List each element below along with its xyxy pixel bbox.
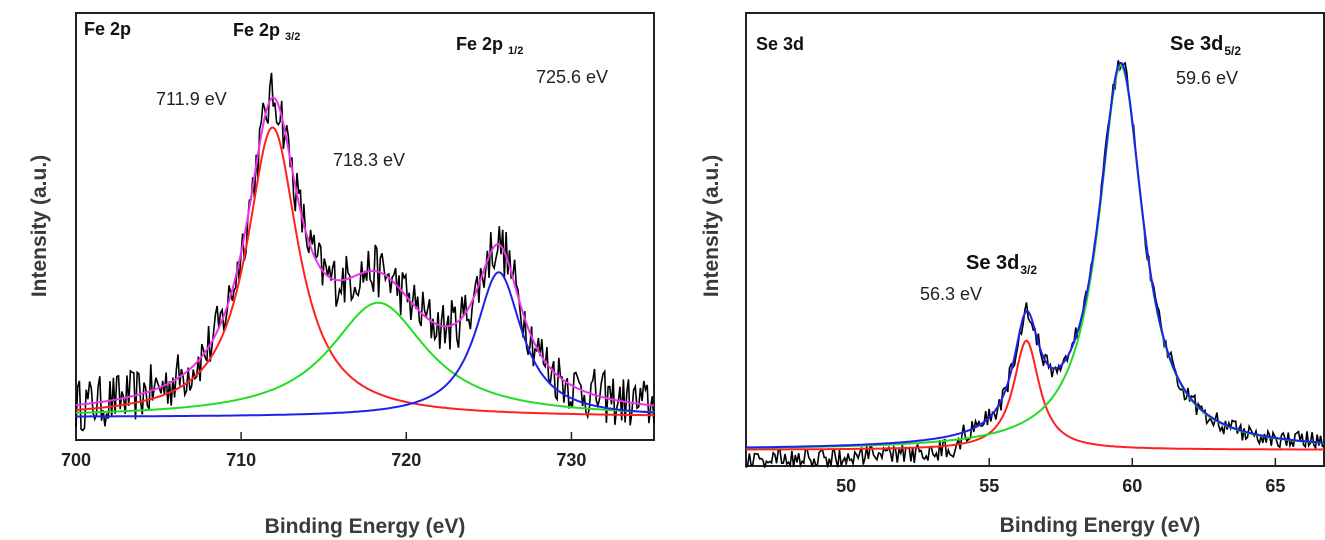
x-tick-label: 710: [226, 450, 256, 470]
y-axis-title: Intensity (a.u.): [700, 155, 723, 297]
fit-component-718.3: [75, 301, 654, 414]
panel-label: Fe 2p: [84, 19, 131, 39]
x-tick-label: 55: [979, 476, 999, 496]
peak-title-se3d32: Se 3d3/2: [966, 252, 1037, 277]
fit-envelope: [745, 61, 1325, 449]
curves: [75, 72, 655, 432]
chart-fe2p: 700 710 720 730 Fe 2p Binding Energy (eV) I…: [28, 12, 655, 538]
peak-value-718-3: 718.3 eV: [333, 150, 405, 170]
x-tick-label: 50: [836, 476, 856, 496]
plot-frame: [745, 12, 1325, 467]
panel-label: Se 3d: [756, 34, 804, 54]
fit-component-725.6: [76, 271, 655, 418]
peak-title-se3d52: Se 3d5/2: [1170, 33, 1241, 58]
peak-title-fe2p12: Fe 2p 1/2: [456, 34, 523, 57]
x-axis: 700 710 720 730: [61, 432, 586, 470]
chart-se3d: 50 55 60 65 Se 3d Binding Energy (eV) Inten…: [700, 12, 1325, 537]
x-tick-label: 720: [391, 450, 421, 470]
peak-value-56-3: 56.3 eV: [920, 284, 982, 304]
peak-title-fe2p32: Fe 2p 3/2: [233, 20, 300, 43]
peak-value-725-6: 725.6 eV: [536, 67, 608, 87]
x-tick-label: 60: [1122, 476, 1142, 496]
experimental-trace: [75, 72, 655, 432]
plot-frame: [75, 12, 655, 441]
y-axis-title: Intensity (a.u.): [28, 155, 51, 297]
x-axis-title: Binding Energy (eV): [1000, 514, 1201, 537]
peak-value-711-9: 711.9 eV: [156, 89, 227, 109]
peak-value-59-6: 59.6 eV: [1176, 68, 1238, 88]
fit-component-59.6: [746, 64, 1325, 449]
fit-component-56.3: [746, 339, 1324, 451]
curves: [745, 60, 1325, 469]
x-axis: 50 55 60 65: [836, 458, 1285, 496]
fit-envelope: [75, 96, 655, 407]
x-tick-label: 730: [556, 450, 586, 470]
x-tick-label: 700: [61, 450, 91, 470]
fit-component-711.9: [75, 126, 654, 417]
x-axis-title: Binding Energy (eV): [265, 515, 466, 538]
x-tick-label: 65: [1265, 476, 1285, 496]
